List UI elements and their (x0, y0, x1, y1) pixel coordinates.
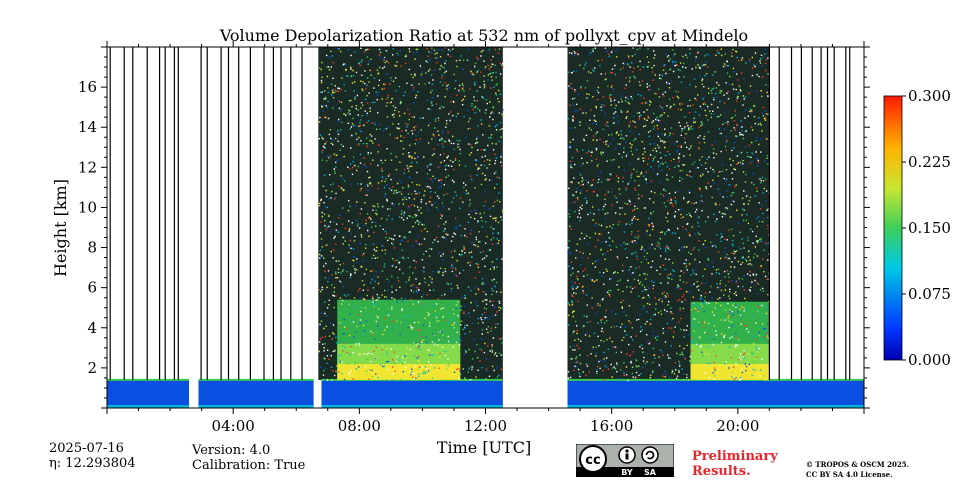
boundary-layer-top-1 (198, 378, 314, 381)
boundary-layer-segment-0 (107, 379, 190, 408)
footer-calibration: Calibration: True (192, 458, 306, 473)
y-tick-label: 6 (87, 279, 97, 297)
x-tick-label: 20:00 (716, 417, 759, 435)
colorbar-tick-label: 0.150 (908, 219, 951, 237)
cloud-streaks (109, 47, 851, 380)
colorbar-tick-label: 0.075 (908, 285, 951, 303)
footer-date: 2025-07-16 (49, 441, 124, 456)
boundary-layer-segment-3 (567, 379, 864, 408)
colorbar-axis: 0.000 0.075 0.150 0.225 0.300 (902, 87, 951, 369)
heatmap-noise (318, 47, 771, 382)
boundary-layer-segment-1 (198, 379, 314, 408)
colorbar-tick-label: 0.000 (908, 351, 951, 369)
boundary-layer-top-0 (107, 378, 190, 381)
copyright-line-2: CC BY SA 4.0 License. (806, 470, 893, 479)
heatmap-layers (107, 47, 864, 408)
x-axis: 04:00 08:00 12:00 16:00 20:00 (106, 41, 865, 435)
surface-band-0 (107, 404, 190, 408)
colorbar-tick-label: 0.225 (908, 153, 951, 171)
footer-date-block: 2025-07-16 η: 12.293804 (49, 441, 136, 471)
y-tick-label: 12 (78, 158, 97, 176)
y-tick-label: 2 (87, 359, 97, 377)
x-axis-label: Time [UTC] (437, 438, 531, 457)
surface-band-2 (321, 404, 503, 408)
cloud-streaks-0 (109, 47, 303, 380)
y-axis: 2 4 6 8 10 12 14 16 (78, 46, 870, 409)
noise-speckle-1-2 (567, 52, 770, 379)
plot-area (107, 47, 864, 408)
by-label: BY (621, 468, 633, 477)
footer-version-block: Version: 4.0 Calibration: True (192, 443, 305, 473)
cc-by-sa-license-badge: cc BY SA (576, 444, 674, 477)
colorbar (883, 95, 903, 361)
colorbar-tick-label: 0.300 (908, 87, 951, 105)
preliminary-notice: Preliminary Results. (692, 449, 778, 479)
x-tick-label: 12:00 (464, 417, 507, 435)
share-alike-icon (641, 446, 659, 464)
cc-badge-text: cc (585, 453, 600, 468)
dust-layer-core-1 (337, 363, 461, 380)
dust-layer-mid-2 (690, 343, 770, 364)
copyright-line-1: © TROPOS & OSCM 2025. (806, 460, 910, 469)
y-tick-label: 10 (78, 198, 97, 216)
sa-label: SA (644, 468, 657, 477)
y-tick-label: 14 (78, 118, 97, 136)
preliminary-line-1: Preliminary (692, 449, 778, 464)
surface-band-1 (198, 404, 314, 408)
copyright-notice: © TROPOS & OSCM 2025. CC BY SA 4.0 Licen… (806, 460, 909, 480)
y-tick-label: 4 (87, 319, 97, 337)
noise-speckle-1-1 (567, 47, 770, 382)
dust-layer-core-2 (690, 363, 770, 380)
x-tick-label: 04:00 (212, 417, 255, 435)
chart-title: Volume Depolarization Ratio at 532 nm of… (219, 26, 748, 45)
boundary-layer-segment-2 (321, 379, 503, 408)
y-tick-label: 8 (87, 239, 97, 257)
preliminary-line-2: Results. (692, 464, 751, 479)
dust-layer-mid-1 (337, 343, 461, 364)
y-axis-label: Height [km] (51, 179, 70, 277)
footer-eta: η: 12.293804 (49, 456, 136, 471)
x-tick-label: 16:00 (590, 417, 633, 435)
cloud-streaks-1 (768, 47, 851, 380)
surface-band-3 (567, 404, 864, 408)
footer-version: Version: 4.0 (192, 443, 271, 458)
x-tick-label: 08:00 (338, 417, 381, 435)
y-tick-label: 16 (78, 78, 97, 96)
